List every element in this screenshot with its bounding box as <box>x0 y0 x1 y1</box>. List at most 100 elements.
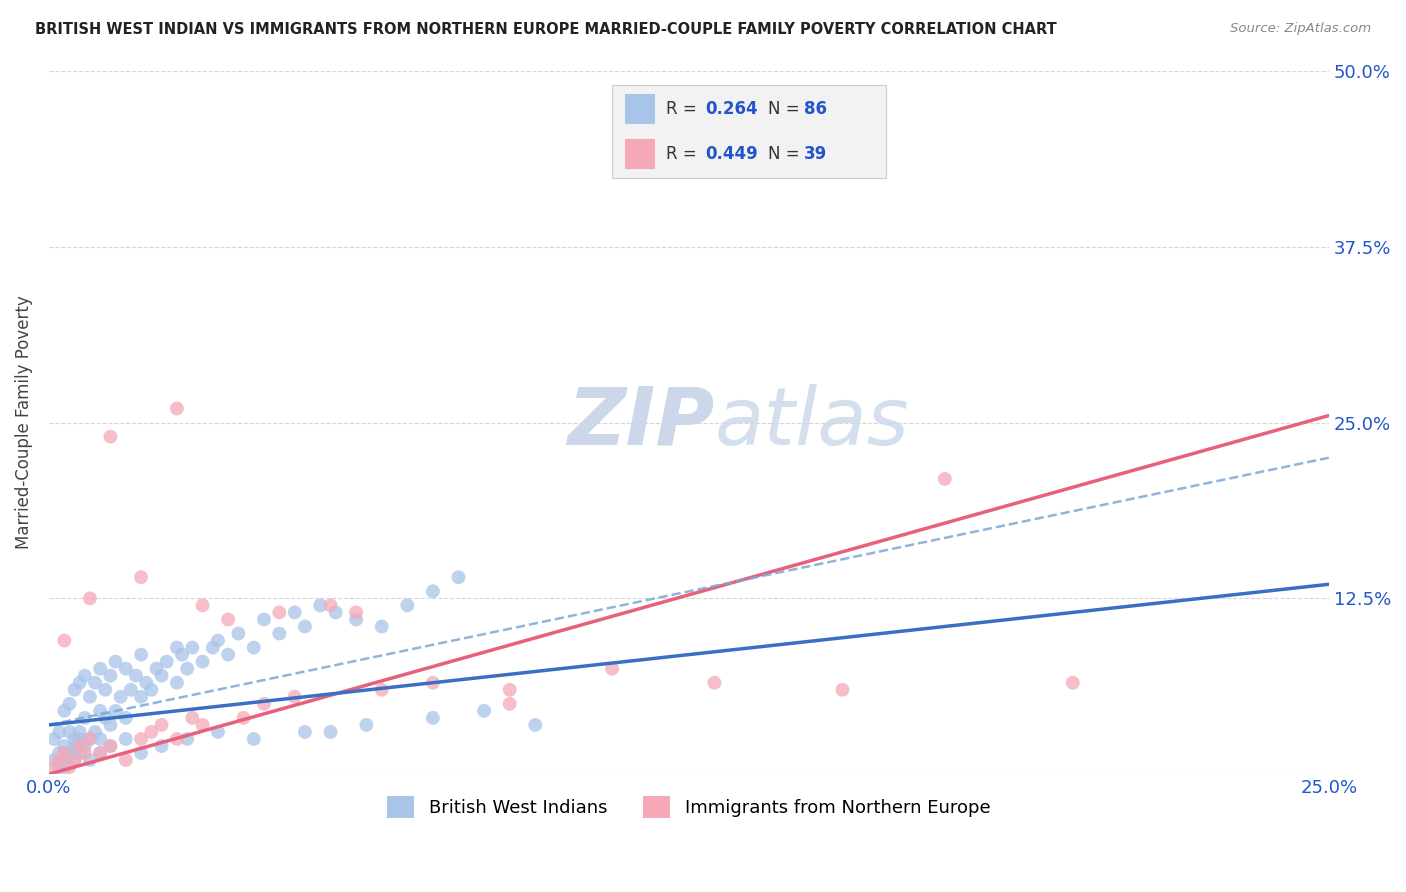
Point <box>48 760 70 774</box>
Point <box>58 725 80 739</box>
Point <box>42 753 65 767</box>
Point <box>63 682 86 697</box>
Text: N =: N = <box>768 100 804 118</box>
Point <box>232 711 254 725</box>
Text: 0.449: 0.449 <box>704 145 758 163</box>
Point <box>181 711 204 725</box>
Point <box>253 697 276 711</box>
Point <box>703 675 725 690</box>
Point <box>63 753 86 767</box>
Point <box>831 682 853 697</box>
Point <box>191 655 214 669</box>
Point <box>79 690 101 704</box>
Point <box>100 718 122 732</box>
Point <box>89 662 111 676</box>
Legend: British West Indians, Immigrants from Northern Europe: British West Indians, Immigrants from No… <box>380 789 998 825</box>
Point <box>135 675 157 690</box>
Point <box>42 760 65 774</box>
Point <box>69 739 91 753</box>
Point <box>129 731 152 746</box>
Point <box>125 669 148 683</box>
Text: 0.264: 0.264 <box>704 100 758 118</box>
Point <box>58 746 80 760</box>
Point <box>294 725 316 739</box>
Point <box>58 697 80 711</box>
Point <box>100 430 122 444</box>
Point <box>53 746 76 760</box>
Text: 86: 86 <box>804 100 827 118</box>
Point <box>201 640 224 655</box>
Point <box>242 640 264 655</box>
Point <box>150 718 173 732</box>
Point <box>269 606 291 620</box>
Point <box>58 746 80 760</box>
Point <box>89 746 111 760</box>
Point <box>191 718 214 732</box>
Point <box>48 753 70 767</box>
Text: BRITISH WEST INDIAN VS IMMIGRANTS FROM NORTHERN EUROPE MARRIED-COUPLE FAMILY POV: BRITISH WEST INDIAN VS IMMIGRANTS FROM N… <box>35 22 1057 37</box>
Point <box>110 690 132 704</box>
Point <box>176 731 198 746</box>
Point <box>94 711 117 725</box>
Point <box>63 753 86 767</box>
Point <box>319 599 342 613</box>
Point <box>166 675 188 690</box>
Point <box>129 690 152 704</box>
Point <box>207 633 229 648</box>
Point <box>114 753 136 767</box>
Point <box>79 731 101 746</box>
Point <box>325 606 347 620</box>
Point <box>104 704 127 718</box>
Point <box>150 669 173 683</box>
Point <box>53 753 76 767</box>
Point <box>499 682 522 697</box>
Bar <box>626 139 655 169</box>
Point <box>114 711 136 725</box>
Point <box>129 570 152 584</box>
Point <box>120 682 142 697</box>
Point <box>84 725 107 739</box>
Point <box>524 718 547 732</box>
Point <box>94 682 117 697</box>
Point <box>217 612 239 626</box>
Point <box>53 739 76 753</box>
Point <box>114 662 136 676</box>
Point <box>499 697 522 711</box>
Text: ZIP: ZIP <box>567 384 714 461</box>
Point <box>53 704 76 718</box>
Point <box>129 746 152 760</box>
Point <box>422 711 444 725</box>
Point <box>269 626 291 640</box>
Point <box>228 626 250 640</box>
Point <box>370 682 392 697</box>
Point <box>53 633 76 648</box>
Point <box>207 725 229 739</box>
Point <box>217 648 239 662</box>
Point <box>181 640 204 655</box>
Point <box>344 612 367 626</box>
Point <box>370 619 392 633</box>
Text: Source: ZipAtlas.com: Source: ZipAtlas.com <box>1230 22 1371 36</box>
Point <box>176 662 198 676</box>
Point <box>42 731 65 746</box>
Point <box>89 731 111 746</box>
Point <box>170 648 193 662</box>
Point <box>73 669 96 683</box>
Point <box>104 655 127 669</box>
Point <box>141 725 163 739</box>
Point <box>422 675 444 690</box>
Point <box>242 731 264 746</box>
Point <box>294 619 316 633</box>
Point <box>1062 675 1084 690</box>
Point <box>79 591 101 606</box>
Point <box>63 739 86 753</box>
Point <box>284 606 307 620</box>
Point <box>422 584 444 599</box>
Point <box>53 760 76 774</box>
Point <box>934 472 956 486</box>
Point <box>141 682 163 697</box>
Point <box>309 599 332 613</box>
Point <box>600 662 623 676</box>
Point <box>344 606 367 620</box>
Point <box>145 662 167 676</box>
